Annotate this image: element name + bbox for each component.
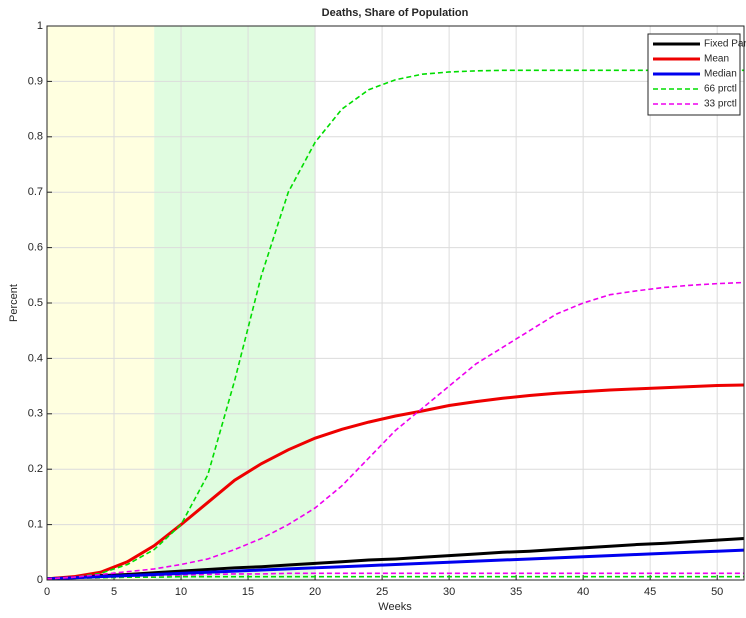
line-series [46, 383, 745, 581]
x-tick-label: 0 [44, 586, 50, 598]
y-tick-label: 0.5 [28, 297, 43, 309]
x-tick-label: 10 [175, 586, 187, 598]
x-tick-label: 50 [711, 586, 723, 598]
x-axis-label: Weeks [378, 601, 412, 613]
y-tick-label: 0.9 [28, 75, 43, 87]
x-tick-label: 20 [309, 586, 321, 598]
line-series [46, 575, 744, 580]
legend-label: 66 prctl [704, 84, 737, 95]
y-tick-label: 0.8 [28, 131, 43, 143]
legend-label: Mean [704, 54, 729, 65]
y-tick-label: 1 [37, 20, 43, 32]
line-series [46, 69, 744, 580]
y-tick-label: 0 [37, 574, 43, 586]
legend: Fixed Par Mean Median 66 prctl 33 prctl [647, 33, 746, 116]
axes-box [46, 25, 745, 581]
line-series [46, 281, 745, 580]
line-series [46, 548, 745, 581]
chart-title: Deaths, Share of Population [322, 7, 469, 19]
x-tick-label: 45 [644, 586, 656, 598]
x-tick-label: 15 [242, 586, 254, 598]
x-tick-label: 40 [577, 586, 589, 598]
line-series [46, 536, 745, 581]
y-tick-label: 0.7 [28, 186, 43, 198]
x-tick-label: 25 [376, 586, 388, 598]
y-axis-label: Percent [8, 284, 20, 322]
x-tick-label: 35 [510, 586, 522, 598]
y-tick-label: 0.3 [28, 408, 43, 420]
x-tick-label: 5 [111, 586, 117, 598]
y-tick-label: 0.1 [28, 519, 43, 531]
y-tick-label: 0.6 [28, 242, 43, 254]
legend-label: Fixed Par [704, 39, 746, 50]
legend-label: Median [704, 69, 737, 80]
y-tick-label: 0.4 [28, 352, 43, 364]
y-tick-label: 0.2 [28, 463, 43, 475]
legend-label: 33 prctl [704, 99, 737, 110]
x-tick-label: 30 [443, 586, 455, 598]
